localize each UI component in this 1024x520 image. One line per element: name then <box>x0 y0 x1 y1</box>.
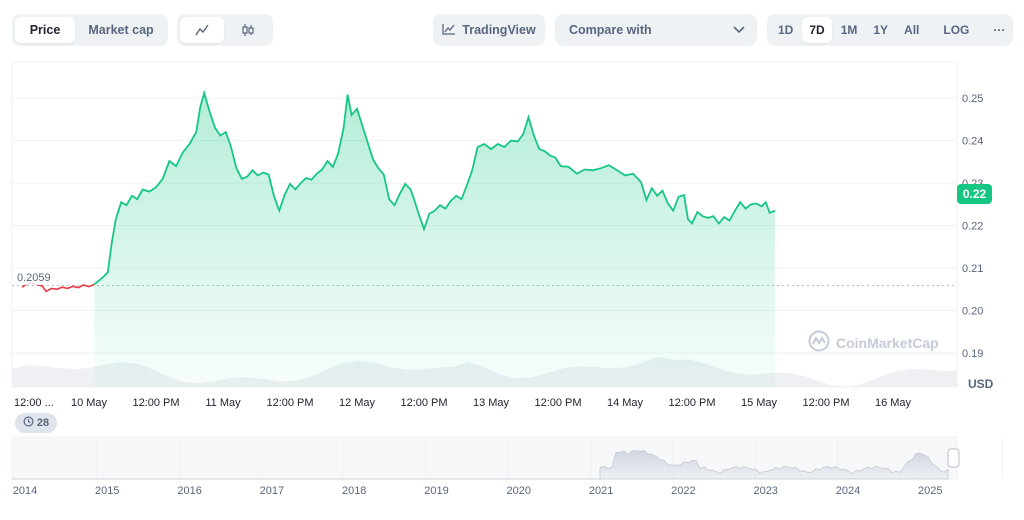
compare-with-label: Compare with <box>569 23 652 37</box>
chevron-down-icon <box>733 23 745 37</box>
price-tab[interactable]: Price <box>15 17 75 43</box>
currency-label: USD <box>968 377 994 391</box>
x-tick-label: 13 May <box>473 397 510 409</box>
events-badge[interactable]: 28 <box>15 413 57 433</box>
range-navigator[interactable]: 2014 2015 2016 2017 2018 2019 2020 2021 2022 2023… <box>11 436 1003 497</box>
navigator-year-label: 2022 <box>671 485 695 497</box>
events-count: 28 <box>36 417 50 429</box>
current-price-tag: 0.22 <box>957 184 992 204</box>
chart-type-toggle: Price Market cap <box>12 14 168 46</box>
price-area <box>94 93 776 387</box>
y-tick-label: 0.20 <box>962 306 983 318</box>
history-icon <box>23 416 34 430</box>
watermark-text: CoinMarketCap <box>836 334 939 351</box>
x-tick-label: 12:00 PM <box>132 397 179 409</box>
navigator-year-label: 2017 <box>260 485 284 497</box>
watermark: CoinMarketCap <box>808 330 939 355</box>
navigator-year-label: 2024 <box>836 485 860 497</box>
x-tick-label: 12 May <box>339 397 376 409</box>
price-chart: 0.250.240.230.220.210.200.19 12:00 ...10… <box>11 61 1003 497</box>
x-tick-label: 12:00 PM <box>266 397 313 409</box>
x-tick-label: 14 May <box>607 397 644 409</box>
x-tick-label: 11 May <box>205 397 241 409</box>
navigator-history-area <box>12 450 949 480</box>
compare-with-select[interactable]: Compare with <box>555 14 757 46</box>
navigator-year-label: 2025 <box>918 485 942 497</box>
x-tick-label: 16 May <box>875 397 912 409</box>
range-1d[interactable]: 1D <box>778 23 794 37</box>
x-tick-label: 12:00 PM <box>668 397 715 409</box>
navigator-year-label: 2018 <box>342 485 366 497</box>
more-options-button[interactable]: ··· <box>993 23 1006 37</box>
navigator-year-label: 2020 <box>507 485 531 497</box>
chart-style-toggle <box>177 14 273 46</box>
y-axis: 0.250.240.230.220.210.200.19 <box>962 93 983 360</box>
y-tick-label: 0.24 <box>962 136 983 148</box>
market-cap-tab[interactable]: Market cap <box>88 23 154 37</box>
navigator-year-axis: 2014 2015 2016 2017 2018 2019 2020 2021 2022 2023… <box>13 485 943 497</box>
candlestick-icon[interactable] <box>226 17 270 43</box>
navigator-year-label: 2021 <box>589 485 613 497</box>
chart-toolbar: Price Market cap TradingView Compare wit… <box>0 0 1024 60</box>
navigator-year-label: 2019 <box>424 485 448 497</box>
x-tick-label: 12:00 PM <box>802 397 849 409</box>
y-tick-label: 0.19 <box>962 348 983 360</box>
line-chart-icon[interactable] <box>180 17 224 43</box>
cmc-logo-icon <box>808 330 830 355</box>
price-line[interactable] <box>93 89 776 285</box>
x-axis: 12:00 ... 10 May 12:00 PM 11 May 12:00 PM 12 … <box>14 397 912 409</box>
navigator-year-label: 2014 <box>13 485 37 497</box>
navigator-year-label: 2015 <box>95 485 119 497</box>
y-tick-label: 0.22 <box>962 221 983 233</box>
tradingview-label: TradingView <box>462 23 536 37</box>
x-tick-label: 12:00 PM <box>534 397 581 409</box>
range-7d[interactable]: 7D <box>802 17 832 43</box>
tradingview-icon <box>442 23 456 38</box>
reference-price-label: 0.2059 <box>14 271 54 285</box>
navigator-year-label: 2023 <box>753 485 777 497</box>
y-tick-label: 0.25 <box>962 93 983 105</box>
x-tick-label: 12:00 ... <box>14 397 54 409</box>
navigator-year-label: 2016 <box>177 485 201 497</box>
navigator-handle[interactable] <box>947 448 960 468</box>
y-tick-label: 0.21 <box>962 263 983 275</box>
log-scale-toggle[interactable]: LOG <box>943 23 970 37</box>
x-tick-label: 15 May <box>741 397 778 409</box>
range-1y[interactable]: 1Y <box>873 23 889 37</box>
x-tick-label: 10 May <box>71 397 108 409</box>
range-all[interactable]: All <box>904 23 920 37</box>
time-range-selector: 1D 7D 1M 1Y All LOG ··· <box>767 14 1013 46</box>
x-tick-label: 12:00 PM <box>400 397 447 409</box>
range-1m[interactable]: 1M <box>840 23 858 37</box>
tradingview-button[interactable]: TradingView <box>433 14 545 46</box>
